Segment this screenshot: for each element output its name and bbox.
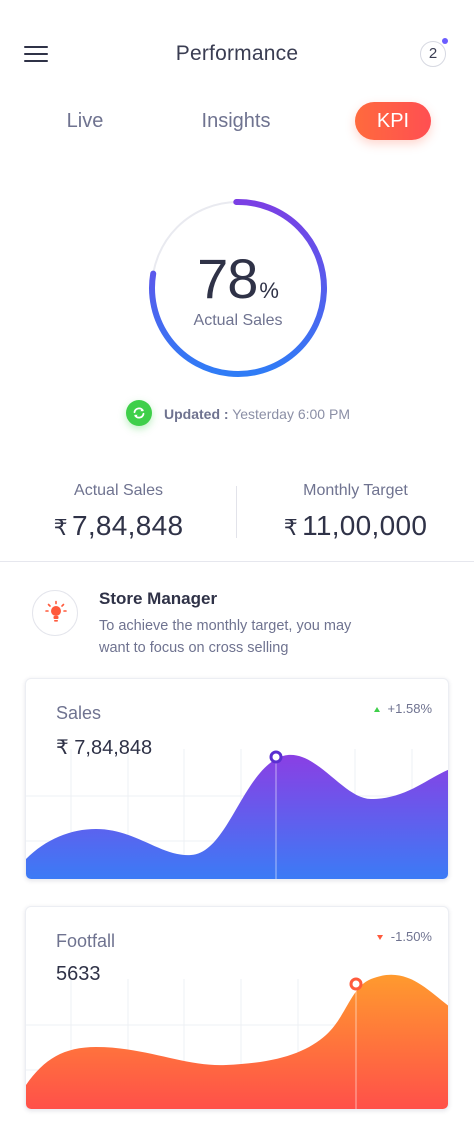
footfall-card[interactable]: Footfall 5633 -1.50% xyxy=(25,906,449,1110)
tab-insights[interactable]: Insights xyxy=(201,110,271,132)
footfall-change-value: -1.50% xyxy=(390,929,432,944)
footfall-card-value: 5633 xyxy=(56,963,101,985)
footfall-change: -1.50% xyxy=(376,929,432,944)
ring-progress xyxy=(149,199,327,377)
sales-card-value: ₹ 7,84,848 xyxy=(56,737,153,759)
manager-title: Store Manager xyxy=(99,589,218,608)
sales-card[interactable]: Sales ₹ 7,84,848 +1.58% xyxy=(25,678,449,880)
monthly-target-label: Monthly Target xyxy=(303,482,408,499)
store-manager-tip: Store Manager To achieve the monthly tar… xyxy=(0,584,474,664)
footfall-card-title: Footfall xyxy=(56,931,116,951)
sales-summary: Actual Sales ₹7,84,848 Monthly Target ₹1… xyxy=(0,472,474,562)
sales-area-chart xyxy=(26,749,448,879)
sales-card-title: Sales xyxy=(56,703,102,723)
monthly-target-amount: 11,00,000 xyxy=(302,510,428,541)
trend-down-icon xyxy=(376,935,383,941)
actual-sales-value: ₹7,84,848 xyxy=(0,510,237,542)
updated-time: Yesterday 6:00 PM xyxy=(232,406,350,422)
page-title: Performance xyxy=(175,42,299,65)
rupee-icon: ₹ xyxy=(283,515,299,540)
footfall-marker-point[interactable] xyxy=(349,977,363,991)
footfall-area xyxy=(26,974,448,1109)
updated-text: Updated : Yesterday 6:00 PM xyxy=(164,406,350,422)
manager-message: To achieve the monthly target, you may w… xyxy=(99,618,352,656)
app-header: Performance 2 xyxy=(0,0,474,108)
actual-sales-amount: 7,84,848 xyxy=(71,510,184,541)
lightbulb-icon xyxy=(32,590,78,636)
trend-up-icon xyxy=(373,707,380,713)
tab-kpi[interactable]: KPI xyxy=(355,102,431,140)
hamburger-menu-icon[interactable] xyxy=(24,44,50,64)
actual-sales-label: Actual Sales xyxy=(74,482,163,499)
sales-marker-point[interactable] xyxy=(269,750,283,764)
refresh-button[interactable] xyxy=(126,400,152,426)
gauge-value: 78% xyxy=(146,246,330,311)
sales-progress-ring xyxy=(149,199,327,377)
footfall-area-chart xyxy=(26,974,448,1109)
monthly-target-value: ₹11,00,000 xyxy=(237,510,474,542)
tab-bar: Live Insights KPI xyxy=(0,102,474,142)
notification-count: 2 xyxy=(428,45,438,62)
gauge-number: 78 xyxy=(197,247,258,310)
sales-change-value: +1.58% xyxy=(387,701,432,716)
notification-badge[interactable]: 2 xyxy=(420,38,448,67)
tab-live[interactable]: Live xyxy=(66,110,104,132)
sales-change: +1.58% xyxy=(373,701,432,716)
gauge-unit: % xyxy=(259,278,279,303)
gauge-label: Actual Sales xyxy=(193,312,283,329)
stats-divider xyxy=(236,486,237,538)
updated-label: Updated : xyxy=(164,406,229,422)
refresh-icon xyxy=(133,407,145,419)
actual-sales-stat: Actual Sales ₹7,84,848 xyxy=(0,482,237,542)
monthly-target-stat: Monthly Target ₹11,00,000 xyxy=(237,482,474,542)
rupee-icon: ₹ xyxy=(53,515,68,540)
sales-area xyxy=(26,755,448,879)
notification-dot-icon xyxy=(442,38,448,44)
